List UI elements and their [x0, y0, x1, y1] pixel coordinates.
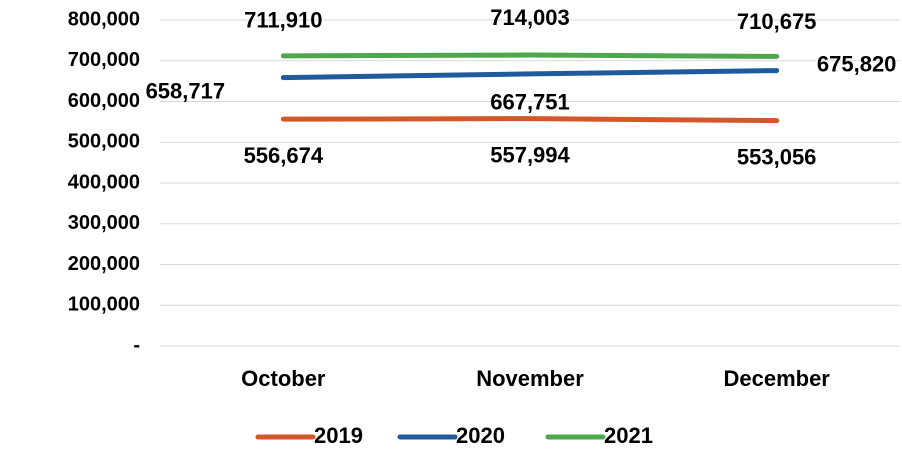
- y-tick-label: 700,000: [68, 49, 140, 71]
- data-label: 557,994: [490, 142, 570, 167]
- line-series: [280, 52, 780, 59]
- x-tick-label: November: [476, 366, 584, 391]
- y-tick-label: 100,000: [68, 294, 140, 316]
- legend-label: 2019: [314, 423, 363, 448]
- y-tick-label: 800,000: [68, 8, 140, 30]
- data-label: 714,003: [490, 5, 570, 30]
- y-tick-label: 600,000: [68, 90, 140, 112]
- y-tick-label: 500,000: [68, 131, 140, 153]
- y-tick-label: -: [133, 334, 140, 356]
- data-label: 710,675: [737, 9, 817, 34]
- legend-label: 2020: [456, 423, 505, 448]
- y-tick-label: 300,000: [68, 212, 140, 234]
- data-label: 556,674: [244, 143, 324, 168]
- legend-label: 2021: [604, 423, 653, 448]
- x-tick-label: October: [241, 366, 326, 391]
- data-label: 667,751: [490, 90, 570, 115]
- data-label: 675,820: [817, 51, 897, 76]
- data-label: 658,717: [146, 78, 226, 103]
- x-tick-label: December: [723, 366, 830, 391]
- data-label: 711,910: [244, 8, 322, 33]
- y-tick-label: 400,000: [68, 171, 140, 193]
- y-tick-label: 200,000: [68, 253, 140, 275]
- line-series: [280, 68, 780, 81]
- data-label: 553,056: [737, 144, 817, 169]
- line-series: [280, 116, 780, 124]
